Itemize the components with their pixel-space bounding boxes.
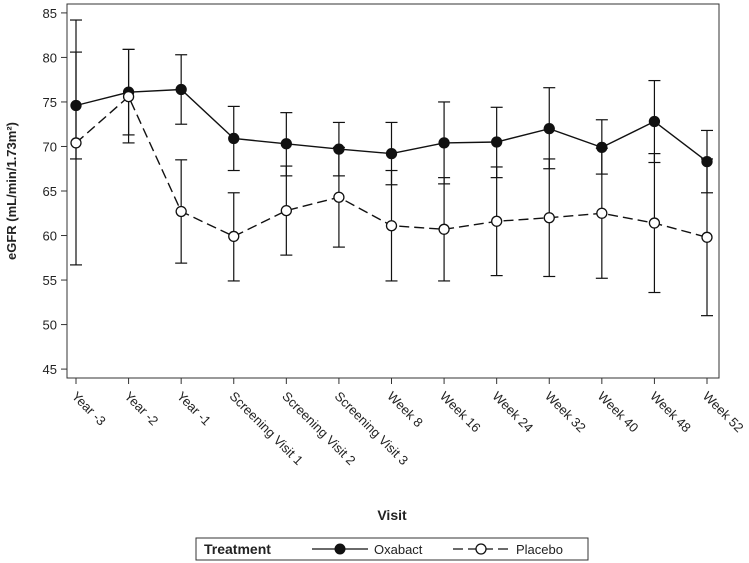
- x-axis: Year -3 Year -2 Year -1 Screening Visit 1Sc…: [69, 378, 747, 468]
- x-tick-label: Year -3: [69, 389, 109, 429]
- legend-marker-oxabact: [334, 543, 346, 555]
- data-point-oxabact: [543, 123, 555, 135]
- legend-label-oxabact: Oxabact: [374, 542, 423, 557]
- legend-label-placebo: Placebo: [516, 542, 563, 557]
- x-tick-label: Week 16: [437, 389, 484, 436]
- x-tick-label: Year -2: [121, 389, 161, 429]
- data-point-placebo: [385, 220, 398, 232]
- data-point-oxabact: [438, 137, 450, 149]
- data-point-oxabact: [385, 147, 398, 160]
- series-group: [70, 19, 713, 317]
- data-point-oxabact: [175, 83, 187, 96]
- data-point-oxabact: [648, 115, 661, 128]
- data-point-placebo: [648, 217, 661, 229]
- x-tick-label: Week 52: [700, 389, 747, 436]
- data-point-placebo: [228, 230, 240, 243]
- plot-area: [66, 3, 720, 379]
- legend-title: Treatment: [204, 541, 271, 557]
- data-point-placebo: [543, 212, 555, 224]
- y-tick-label: 45: [43, 362, 57, 377]
- data-point-oxabact: [280, 138, 292, 150]
- x-axis-label: Visit: [377, 507, 407, 523]
- data-point-placebo: [175, 205, 187, 218]
- data-point-placebo: [122, 90, 135, 103]
- x-tick-label: Week 32: [542, 389, 589, 436]
- legend-marker-placebo: [475, 543, 487, 555]
- plot-frame: [66, 3, 720, 379]
- y-axis-label: eGFR (mL/min/1.73m²): [4, 122, 19, 260]
- x-tick-label: Week 8: [384, 389, 426, 431]
- data-point-placebo: [70, 137, 82, 149]
- y-tick-label: 70: [43, 139, 57, 154]
- x-tick-label: Week 24: [490, 389, 537, 436]
- legend-frame: [195, 537, 589, 561]
- y-tick-label: 55: [43, 273, 57, 288]
- y-tick-label: 60: [43, 229, 57, 244]
- data-point-oxabact: [228, 132, 240, 145]
- legend: Treatment Oxabact Placebo: [195, 537, 589, 561]
- x-tick-label: Week 48: [647, 389, 694, 436]
- data-point-oxabact: [491, 136, 503, 148]
- data-point-placebo: [280, 204, 292, 217]
- data-point-placebo: [491, 215, 503, 227]
- data-point-placebo: [596, 207, 608, 219]
- y-tick-label: 85: [43, 6, 57, 21]
- x-tick-label: Week 40: [595, 389, 642, 436]
- data-point-placebo: [438, 223, 450, 235]
- y-tick-label: 65: [43, 184, 57, 199]
- y-tick-label: 50: [43, 318, 57, 333]
- y-tick-label: 75: [43, 95, 57, 110]
- data-point-placebo: [701, 231, 713, 243]
- series-placebo: [70, 19, 713, 317]
- x-tick-label: Year -1: [174, 389, 214, 429]
- y-axis: 45 50 55 60 65 70 75 80 85: [43, 6, 67, 377]
- data-point-placebo: [333, 191, 345, 203]
- y-tick-label: 80: [43, 50, 57, 65]
